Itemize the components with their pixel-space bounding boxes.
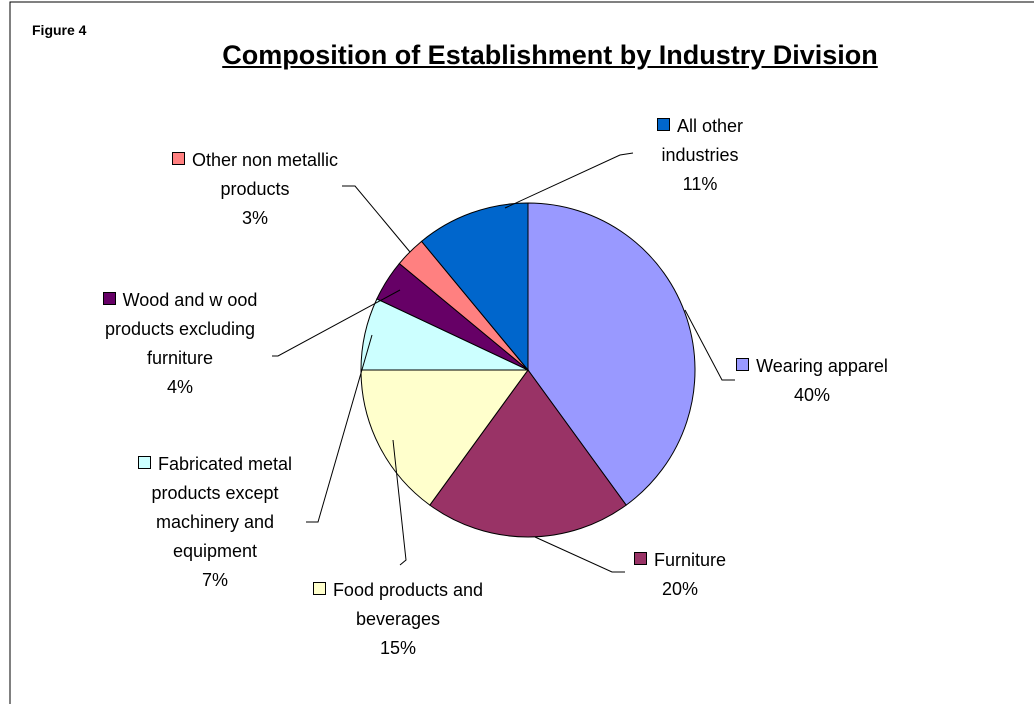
leader-line — [342, 185, 411, 253]
pie-slice — [527, 202, 696, 506]
value-label: 4% — [166, 377, 193, 397]
value-label: 3% — [241, 208, 268, 228]
pie-slice — [429, 369, 627, 538]
value-label: 15% — [379, 638, 417, 658]
legend-marker — [171, 152, 185, 165]
category-label: All other industries — [661, 116, 744, 165]
leader-line — [504, 152, 634, 209]
category-label: Other non metallic products — [191, 150, 339, 199]
slice-label: Food products and beverages 15% — [311, 576, 486, 663]
value-label: 20% — [661, 579, 699, 599]
leader-line — [534, 536, 625, 573]
pie-slice — [360, 369, 529, 506]
slice-label: Fabricated metal products except machine… — [115, 450, 315, 595]
category-label: Wood and w ood products excluding furnit… — [104, 290, 258, 368]
slice-label: Wearing apparel 40% — [717, 352, 907, 410]
value-label: 11% — [682, 174, 718, 194]
value-label: 40% — [793, 385, 831, 405]
legend-marker — [736, 358, 750, 371]
slice-label: All other industries 11% — [625, 112, 775, 199]
legend-marker — [656, 118, 670, 131]
leader-line — [306, 334, 373, 523]
legend-marker — [312, 582, 326, 595]
category-label: Fabricated metal products except machine… — [151, 454, 293, 561]
leader-line — [392, 439, 407, 566]
leader-line — [684, 309, 735, 381]
legend-marker — [633, 552, 647, 565]
leader-line — [272, 289, 401, 357]
figure-label: Figure 4 — [32, 22, 87, 38]
slice-label: Other non metallic products 3% — [135, 146, 375, 233]
slice-label: Furniture 20% — [620, 546, 740, 604]
category-label: Food products and beverages — [332, 580, 484, 629]
pie-slice — [420, 202, 529, 372]
legend-marker — [137, 456, 151, 469]
category-label: Furniture — [653, 550, 727, 570]
slice-label: Wood and w ood products excluding furnit… — [99, 286, 261, 402]
chart-title: Composition of Establishment by Industry… — [222, 40, 878, 70]
category-label: Wearing apparel — [756, 356, 888, 376]
legend-marker — [102, 292, 116, 305]
value-label: 7% — [201, 570, 228, 590]
frame — [9, 1, 1034, 704]
